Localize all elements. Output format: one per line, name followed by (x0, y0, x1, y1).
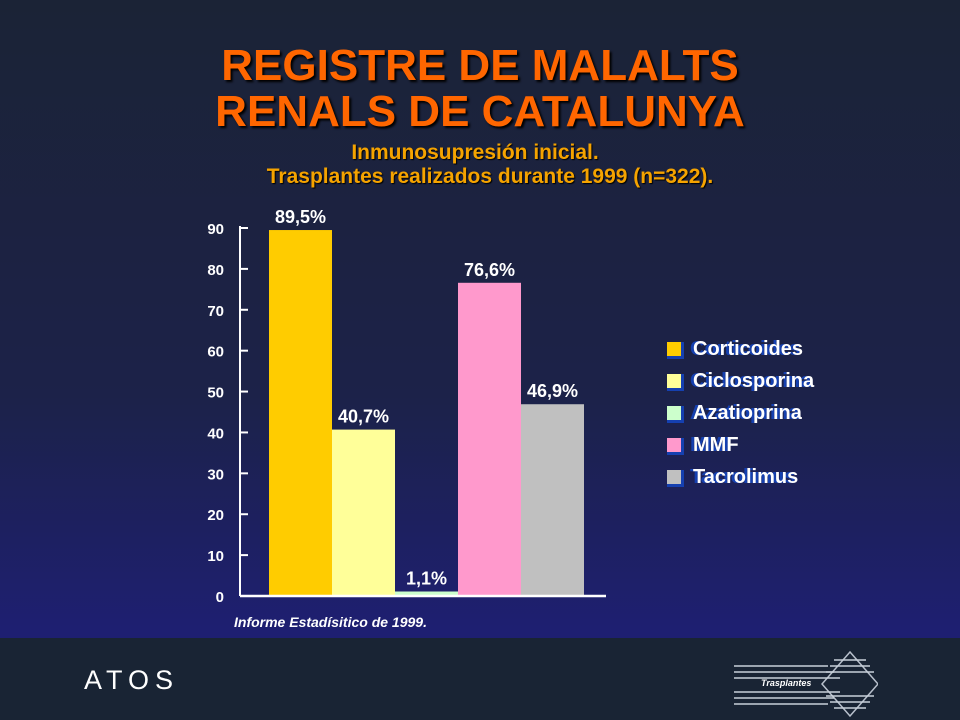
legend-swatch (667, 342, 684, 359)
data-label: 40,7% (338, 407, 389, 427)
legend-swatch (667, 470, 684, 487)
title-line-2: RENALS DE CATALUNYA (215, 87, 745, 136)
legend-label: Ciclosporina (693, 370, 815, 392)
legend-label: Tacrolimus (693, 466, 799, 488)
y-tick-label: 10 (207, 548, 224, 565)
bar-corticoides (269, 230, 332, 597)
bar-chart: 0 10 20 30 40 50 60 70 80 90 89,5% 40,7% 1,1% 76,6% 46… (207, 207, 584, 606)
bar-azatioprina (395, 591, 458, 596)
y-tick-label: 90 (207, 221, 224, 238)
y-tick-label: 80 (207, 262, 224, 279)
logo-text: Trasplantes (761, 678, 812, 688)
subtitle-line-2: Trasplantes realizados durante 1999 (n=3… (266, 165, 714, 188)
trasplantes-logo-icon (734, 650, 878, 718)
y-tick-label: 70 (207, 303, 224, 320)
y-tick-label: 0 (216, 589, 224, 606)
legend-swatch (667, 438, 684, 455)
bar-tacrolimus (521, 404, 584, 596)
title-line-1: REGISTRE DE MALALTS (221, 41, 739, 90)
y-tick-label: 60 (207, 344, 224, 361)
legend-swatch (667, 406, 684, 423)
legend-label: Azatioprina (693, 402, 802, 424)
y-tick-label: 50 (207, 385, 224, 402)
legend-label: Corticoides (693, 338, 804, 360)
legend-label: MMF (693, 434, 739, 456)
brand-name: ATOS (84, 665, 180, 695)
data-label: 76,6% (464, 260, 515, 280)
data-label: 46,9% (527, 381, 578, 401)
y-tick-label: 20 (207, 507, 224, 524)
data-label: 89,5% (275, 207, 326, 227)
y-tick-label: 30 (207, 466, 224, 483)
legend-swatch (667, 374, 684, 391)
bar-ciclosporina (332, 429, 395, 596)
y-tick-label: 40 (207, 425, 224, 442)
footer-bar: ATOS Trasplantes (0, 638, 960, 720)
bar-mmf (458, 282, 521, 596)
subtitle-line-1: Inmunosupresión inicial. (351, 141, 599, 164)
source-note: Informe Estadísitico de 1999. (234, 614, 427, 630)
data-label: 1,1% (406, 569, 447, 589)
